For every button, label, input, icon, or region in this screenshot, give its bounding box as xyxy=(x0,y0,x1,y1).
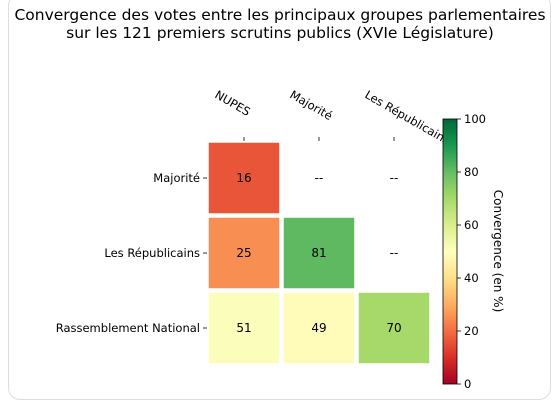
colorbar-tick-label: 0 xyxy=(464,377,471,391)
x-tick-label: NUPES xyxy=(213,87,253,118)
colorbar-tick-label: 100 xyxy=(464,112,486,126)
cell-value-label: 25 xyxy=(236,246,251,260)
cell-empty-label: -- xyxy=(315,171,324,185)
cell-value-label: 51 xyxy=(236,321,251,335)
y-tick-label: Majorité xyxy=(153,171,200,185)
x-tick-label: Les Républicains xyxy=(363,87,453,147)
cell-value-label: 70 xyxy=(386,321,401,335)
heatmap-cell xyxy=(282,216,356,290)
cell-value-label: 49 xyxy=(311,321,326,335)
colorbar-label: Convergence (en %) xyxy=(491,190,505,313)
cell-value-label: 16 xyxy=(236,171,251,185)
colorbar xyxy=(442,118,458,385)
y-tick-label: Les Républicains xyxy=(104,246,200,260)
heatmap-cell xyxy=(282,291,356,365)
colorbar-tick-label: 20 xyxy=(464,324,479,338)
x-tick-label: Majorité xyxy=(288,87,335,122)
colorbar-tick-label: 60 xyxy=(464,218,479,232)
heatmap-cell xyxy=(207,291,281,365)
chart-title-line1: Convergence des votes entre les principa… xyxy=(14,6,545,24)
heatmap-cell xyxy=(207,141,281,215)
colorbar-tick-label: 40 xyxy=(464,271,479,285)
cell-value-label: 81 xyxy=(311,246,326,260)
heatmap-cell xyxy=(357,291,431,365)
colorbar-tick-label: 80 xyxy=(464,165,479,179)
cell-empty-label: -- xyxy=(390,246,399,260)
y-tick-label: Rassemblement National xyxy=(56,321,200,335)
cell-empty-label: -- xyxy=(390,171,399,185)
heatmap-cell xyxy=(207,216,281,290)
chart-title-line2: sur les 121 premiers scrutins publics (X… xyxy=(66,24,494,42)
